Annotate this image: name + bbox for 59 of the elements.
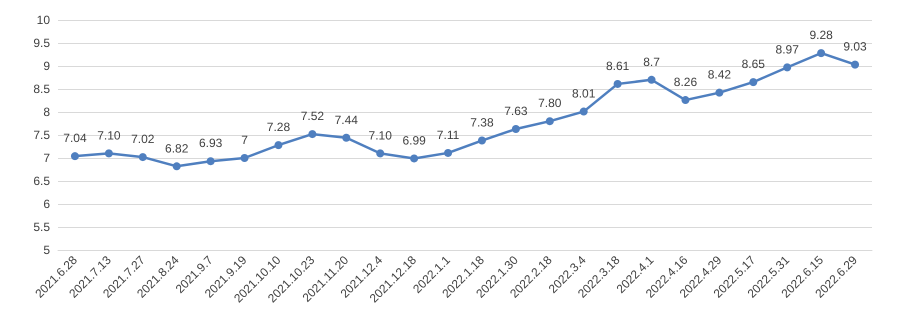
data-label: 7.28 (266, 120, 290, 134)
point (681, 96, 690, 104)
data-label: 7.44 (334, 112, 358, 127)
point (138, 153, 147, 162)
data-label: 7.38 (470, 116, 494, 130)
data-label: 7.04 (63, 131, 87, 146)
point (240, 154, 249, 162)
point (715, 88, 724, 97)
data-label: 7.80 (538, 96, 562, 110)
y-tick-label: 10 (36, 13, 50, 27)
point (410, 154, 418, 162)
point (376, 149, 384, 158)
data-label: 8.65 (742, 57, 766, 72)
point (580, 108, 588, 116)
data-label: 7.10 (97, 128, 121, 142)
point (308, 130, 316, 138)
y-tick-label: 7 (43, 151, 50, 165)
data-label: 6.82 (165, 141, 189, 156)
y-tick-label: 9 (43, 59, 50, 73)
data-label: 8.7 (643, 54, 660, 69)
data-label: 8.26 (674, 75, 698, 90)
data-label: 7.63 (504, 104, 528, 118)
y-tick-label: 5.5 (33, 220, 50, 234)
data-label: 8.61 (606, 58, 630, 73)
data-label: 8.01 (572, 86, 596, 101)
point (342, 134, 350, 142)
point (648, 76, 656, 84)
data-label: 7.02 (131, 132, 155, 146)
data-label: 7.10 (368, 128, 392, 142)
point (614, 80, 622, 88)
point (512, 125, 520, 134)
point (478, 136, 486, 145)
y-tick-label: 9.5 (33, 36, 50, 50)
point (444, 148, 452, 157)
y-tick-label: 6.5 (33, 174, 50, 188)
data-label: 9.28 (809, 28, 834, 42)
data-label: 7 (241, 133, 248, 147)
point (546, 117, 554, 126)
point (851, 60, 860, 69)
data-label: 6.99 (402, 133, 426, 148)
y-tick-label: 8.5 (33, 82, 50, 96)
data-label: 6.93 (198, 136, 223, 150)
y-tick-label: 5 (43, 243, 50, 257)
point (104, 149, 113, 158)
data-label: 8.42 (708, 68, 732, 82)
data-label: 7.11 (436, 128, 460, 142)
point (172, 162, 181, 170)
y-tick-label: 8 (43, 105, 50, 119)
data-label: 9.03 (843, 40, 868, 54)
y-tick-label: 6 (43, 197, 50, 211)
y-tick-label: 7.5 (33, 128, 50, 142)
point (206, 157, 215, 166)
data-label: 7.52 (300, 109, 324, 124)
point (274, 141, 282, 150)
point (783, 63, 792, 72)
point (749, 78, 758, 86)
point (817, 49, 826, 58)
point (70, 152, 79, 160)
data-label: 8.97 (776, 42, 800, 56)
